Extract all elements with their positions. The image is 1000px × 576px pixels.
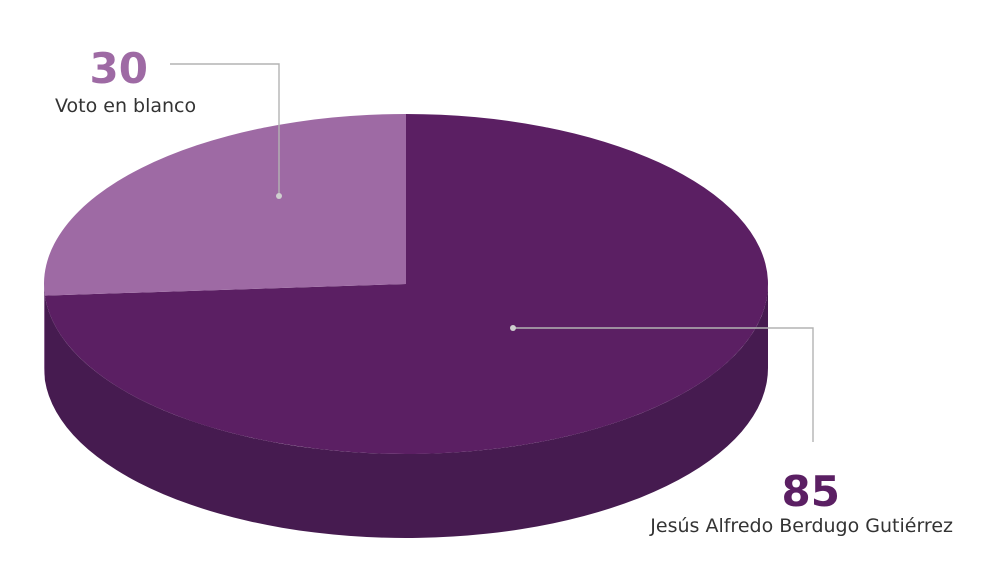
slice-value-label-voto-en-blanco: 30 <box>90 44 148 93</box>
leader-line-voto-en-blanco <box>170 63 280 196</box>
slice-name-label-jesus: Jesús Alfredo Berdugo Gutiérrez <box>649 515 953 537</box>
leader-line-jesus-dot <box>510 325 516 331</box>
leader-lines <box>170 63 814 442</box>
pie-side-jesus-alfredo-berdugo-gutierrez <box>44 284 768 539</box>
slice-value-label-jesus: 85 <box>782 467 840 516</box>
pie-slice-voto-en-blanco <box>43 114 406 296</box>
pie-side-voto-en-blanco <box>44 284 45 380</box>
slice-name-label-voto-en-blanco: Voto en blanco <box>55 95 196 117</box>
pie-sides <box>44 284 768 539</box>
leader-line-jesus <box>513 327 814 442</box>
pie-tops <box>43 114 768 454</box>
leader-line-voto-en-blanco-dot <box>276 193 282 199</box>
pie-slice-jesus-alfredo-berdugo-gutierrez <box>44 114 768 454</box>
